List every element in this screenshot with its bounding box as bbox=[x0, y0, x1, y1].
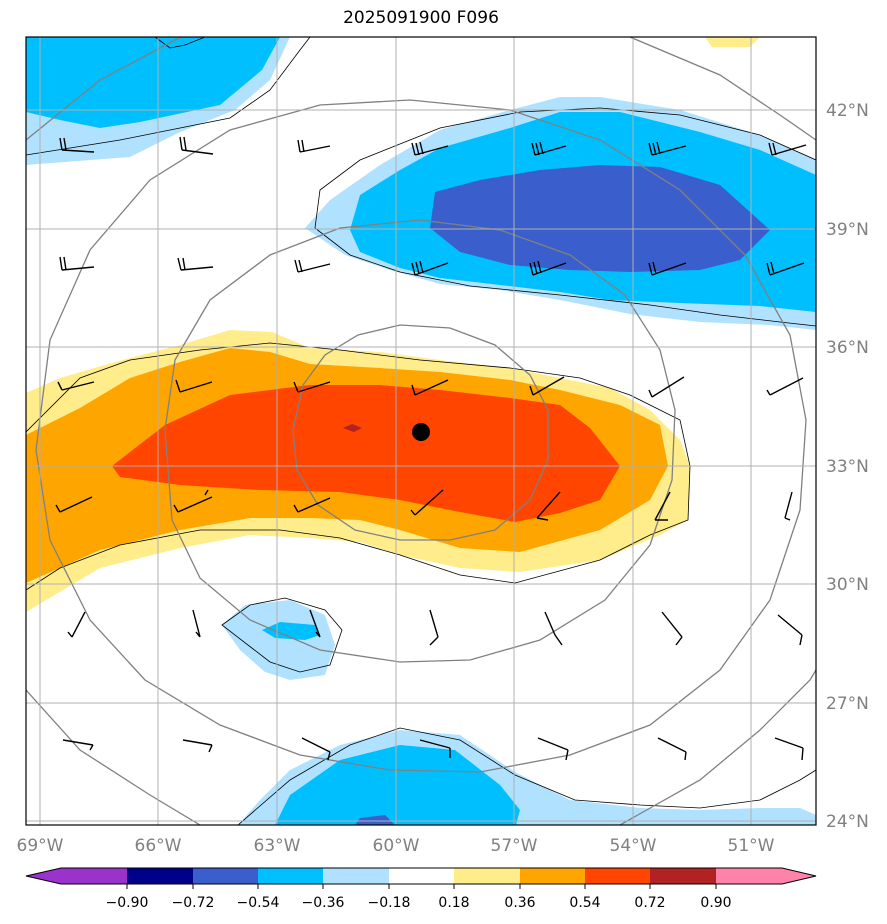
colorbar-ticks bbox=[126, 884, 717, 889]
colorbar-segment bbox=[323, 868, 389, 884]
neg-region-northwest-mid bbox=[26, 37, 280, 128]
lat-label: 30°N bbox=[826, 575, 869, 595]
colorbar-segment bbox=[716, 868, 782, 884]
lon-label: 51°W bbox=[728, 836, 775, 856]
colorbar-segment bbox=[127, 868, 193, 884]
wind-barb-row-6 bbox=[62, 737, 804, 761]
pos-region-strong bbox=[112, 385, 620, 522]
colorbar-tick-label: −0.54 bbox=[237, 895, 280, 911]
lon-label: 54°W bbox=[610, 836, 657, 856]
lat-label: 27°N bbox=[826, 694, 869, 714]
lat-label: 42°N bbox=[826, 101, 869, 121]
lon-label: 60°W bbox=[373, 836, 420, 856]
range-rings bbox=[26, 37, 816, 825]
colorbar-segment bbox=[520, 868, 585, 884]
storm-center-marker bbox=[412, 423, 430, 441]
neg-region-south-dark bbox=[355, 815, 395, 825]
lat-label: 33°N bbox=[826, 457, 869, 477]
lat-label: 39°N bbox=[826, 220, 869, 240]
colorbar-tick-label: −0.72 bbox=[172, 895, 215, 911]
colorbar-segment bbox=[258, 868, 323, 884]
colorbar-segment bbox=[585, 868, 650, 884]
colorbar-tick-label: 0.54 bbox=[569, 895, 600, 911]
colorbar-segment bbox=[454, 868, 520, 884]
colorbar-tick-label: 0.90 bbox=[700, 895, 731, 911]
lat-label: 24°N bbox=[826, 812, 869, 832]
neg-region-south-mid bbox=[275, 745, 520, 825]
wind-barb-row-4 bbox=[55, 489, 793, 521]
colorbar-extend-low bbox=[26, 868, 61, 884]
lon-label: 63°W bbox=[254, 836, 301, 856]
colorbar-tick-label: −0.36 bbox=[302, 895, 345, 911]
colorbar-segment bbox=[650, 868, 716, 884]
pos-region-north-small bbox=[705, 37, 760, 47]
latitude-labels: 42°N 39°N 36°N 33°N 30°N 27°N 24°N bbox=[826, 101, 869, 832]
colorbar-tick-label: 0.36 bbox=[504, 895, 535, 911]
lon-label: 66°W bbox=[135, 836, 182, 856]
lon-label: 69°W bbox=[17, 836, 64, 856]
wind-barb-row-2 bbox=[59, 256, 805, 276]
colorbar-segment bbox=[389, 868, 454, 884]
wind-barbs bbox=[55, 136, 807, 761]
colorbar: −0.90 −0.72 −0.54 −0.36 −0.18 0.18 0.36 … bbox=[25, 867, 817, 911]
map-title: 2025091900 F096 bbox=[343, 8, 499, 28]
lon-label: 57°W bbox=[491, 836, 538, 856]
colorbar-segment bbox=[61, 868, 127, 884]
colorbar-tick-label: −0.90 bbox=[106, 895, 149, 911]
neg-region-northeast-dark bbox=[430, 165, 770, 272]
wind-barb-row-3 bbox=[57, 376, 804, 398]
longitude-labels: 69°W 66°W 63°W 60°W 57°W 54°W 51°W bbox=[17, 836, 775, 856]
lat-label: 36°N bbox=[826, 338, 869, 358]
colorbar-extend-high bbox=[782, 868, 816, 884]
anomaly-contours bbox=[26, 37, 816, 825]
wind-barb-row-5 bbox=[67, 609, 803, 646]
colorbar-tick-label: 0.72 bbox=[634, 895, 665, 911]
colorbar-tick-label: 0.18 bbox=[438, 895, 469, 911]
wind-barb-row-1 bbox=[59, 136, 807, 156]
colorbar-tick-label: −0.18 bbox=[368, 895, 411, 911]
pos-region-max bbox=[343, 424, 362, 432]
graticule bbox=[26, 37, 816, 825]
map-frame bbox=[25, 36, 817, 826]
colorbar-outline bbox=[25, 867, 817, 885]
colorbar-segment bbox=[193, 868, 258, 884]
map-area bbox=[26, 37, 816, 825]
